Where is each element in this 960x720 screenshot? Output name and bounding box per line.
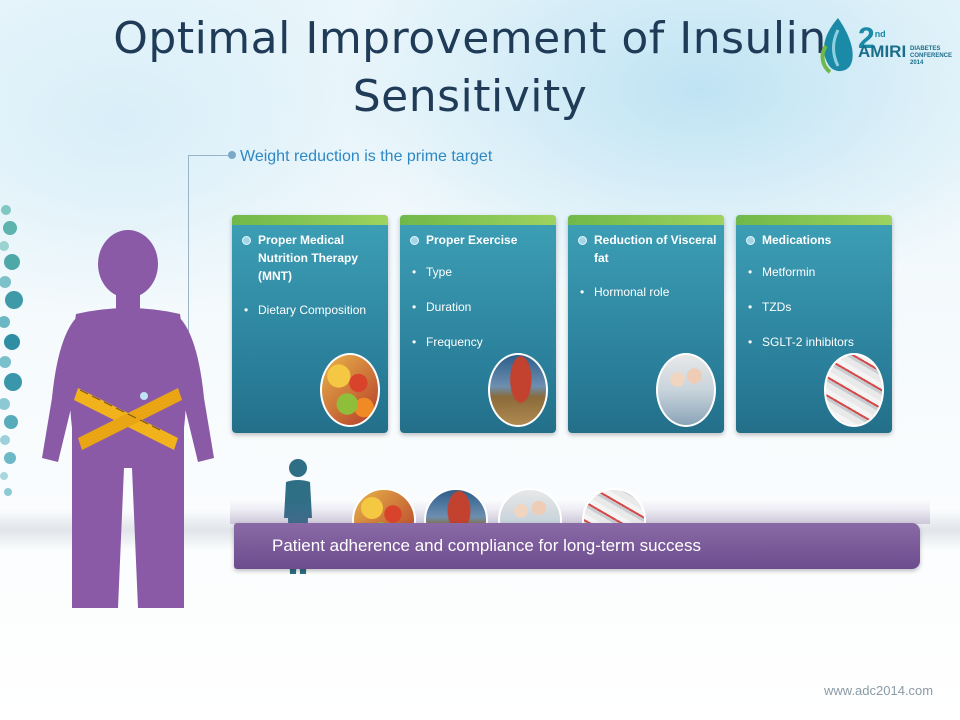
pills-photo xyxy=(824,353,884,427)
list-item: Metformin xyxy=(748,263,892,281)
card-heading: Medications xyxy=(746,231,886,249)
card-heading: Reduction of Visceral fat xyxy=(578,233,717,265)
card-exercise: Proper Exercise Type Duration Frequency xyxy=(400,215,556,433)
card-list: Dietary Composition xyxy=(232,301,388,336)
list-item: SGLT-2 inhibitors xyxy=(748,333,892,351)
leaf-icon xyxy=(820,18,853,74)
banner-shadow xyxy=(230,500,930,524)
card-list: Type Duration Frequency xyxy=(400,263,556,368)
card-medications: Medications Metformin TZDs SGLT-2 inhibi… xyxy=(736,215,892,433)
list-item: TZDs xyxy=(748,298,892,316)
logo-name: AMIRI xyxy=(858,42,907,61)
subheading: Weight reduction is the prime target xyxy=(240,148,493,165)
conference-logo xyxy=(818,12,958,82)
list-item: Duration xyxy=(412,298,556,316)
logo-number: 2nd xyxy=(858,22,886,55)
runner-photo xyxy=(488,353,548,427)
card-visceral-fat: Reduction of Visceral fat Hormonal role xyxy=(568,215,724,433)
card-nutrition: Proper Medical Nutrition Therapy (MNT) D… xyxy=(232,215,388,433)
list-item: Type xyxy=(412,263,556,281)
logo-subtitle: DIABETES CONFERENCE 2014 xyxy=(910,46,953,66)
fruit-photo xyxy=(320,353,380,427)
footer-url: www.adc2014.com xyxy=(824,683,934,698)
adherence-banner: Patient adherence and compliance for lon… xyxy=(234,523,920,569)
bullet-dot xyxy=(228,151,236,159)
human-figure-icon xyxy=(42,230,214,608)
card-list: Hormonal role xyxy=(568,283,724,318)
decorative-dots xyxy=(0,205,23,496)
list-item: Frequency xyxy=(412,333,556,351)
card-heading: Proper Exercise xyxy=(410,231,550,249)
list-item: Dietary Composition xyxy=(244,301,388,319)
connector-line xyxy=(188,155,233,396)
couple-photo xyxy=(656,353,716,427)
page-title: Optimal Improvement of Insulin Sensitivi… xyxy=(113,13,827,122)
list-item: Hormonal role xyxy=(580,283,724,301)
card-heading: Proper Medical Nutrition Therapy (MNT) xyxy=(242,231,382,285)
card-list: Metformin TZDs SGLT-2 inhibitors xyxy=(736,263,892,368)
